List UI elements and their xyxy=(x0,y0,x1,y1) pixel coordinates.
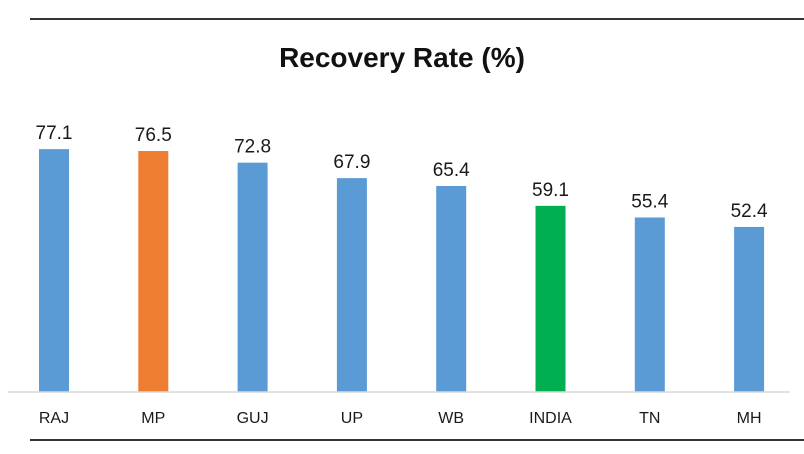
bar-guj xyxy=(237,162,268,392)
data-label-mp: 76.5 xyxy=(135,125,172,146)
data-label-raj: 77.1 xyxy=(36,123,73,144)
x-tick-label-india: INDIA xyxy=(529,410,572,427)
x-tick-label-guj: GUJ xyxy=(237,410,269,427)
bars-group: 77.1 RAJ 76.5 MP 72.8 GUJ 67.9 UP 65.4 WB 59.1 INDI… xyxy=(36,123,769,427)
bar-mh xyxy=(734,226,765,392)
x-tick-label-wb: WB xyxy=(438,410,464,427)
x-tick-label-tn: TN xyxy=(639,410,660,427)
chart-title: Recovery Rate (%) xyxy=(279,42,525,73)
bar-india xyxy=(535,205,566,392)
data-label-up: 67.9 xyxy=(333,152,370,173)
x-tick-label-mp: MP xyxy=(141,410,165,427)
data-label-wb: 65.4 xyxy=(433,160,470,181)
x-tick-label-mh: MH xyxy=(737,410,762,427)
bar-wb xyxy=(436,185,467,392)
data-label-guj: 72.8 xyxy=(234,137,271,158)
data-label-mh: 52.4 xyxy=(731,201,768,222)
bar-mp xyxy=(138,151,169,392)
data-label-india: 59.1 xyxy=(532,180,569,201)
x-tick-label-up: UP xyxy=(341,410,363,427)
bar-raj xyxy=(39,149,69,392)
data-label-tn: 55.4 xyxy=(631,191,668,212)
bar-tn xyxy=(634,217,665,392)
x-tick-label-raj: RAJ xyxy=(39,410,69,427)
bar-up xyxy=(336,178,367,392)
